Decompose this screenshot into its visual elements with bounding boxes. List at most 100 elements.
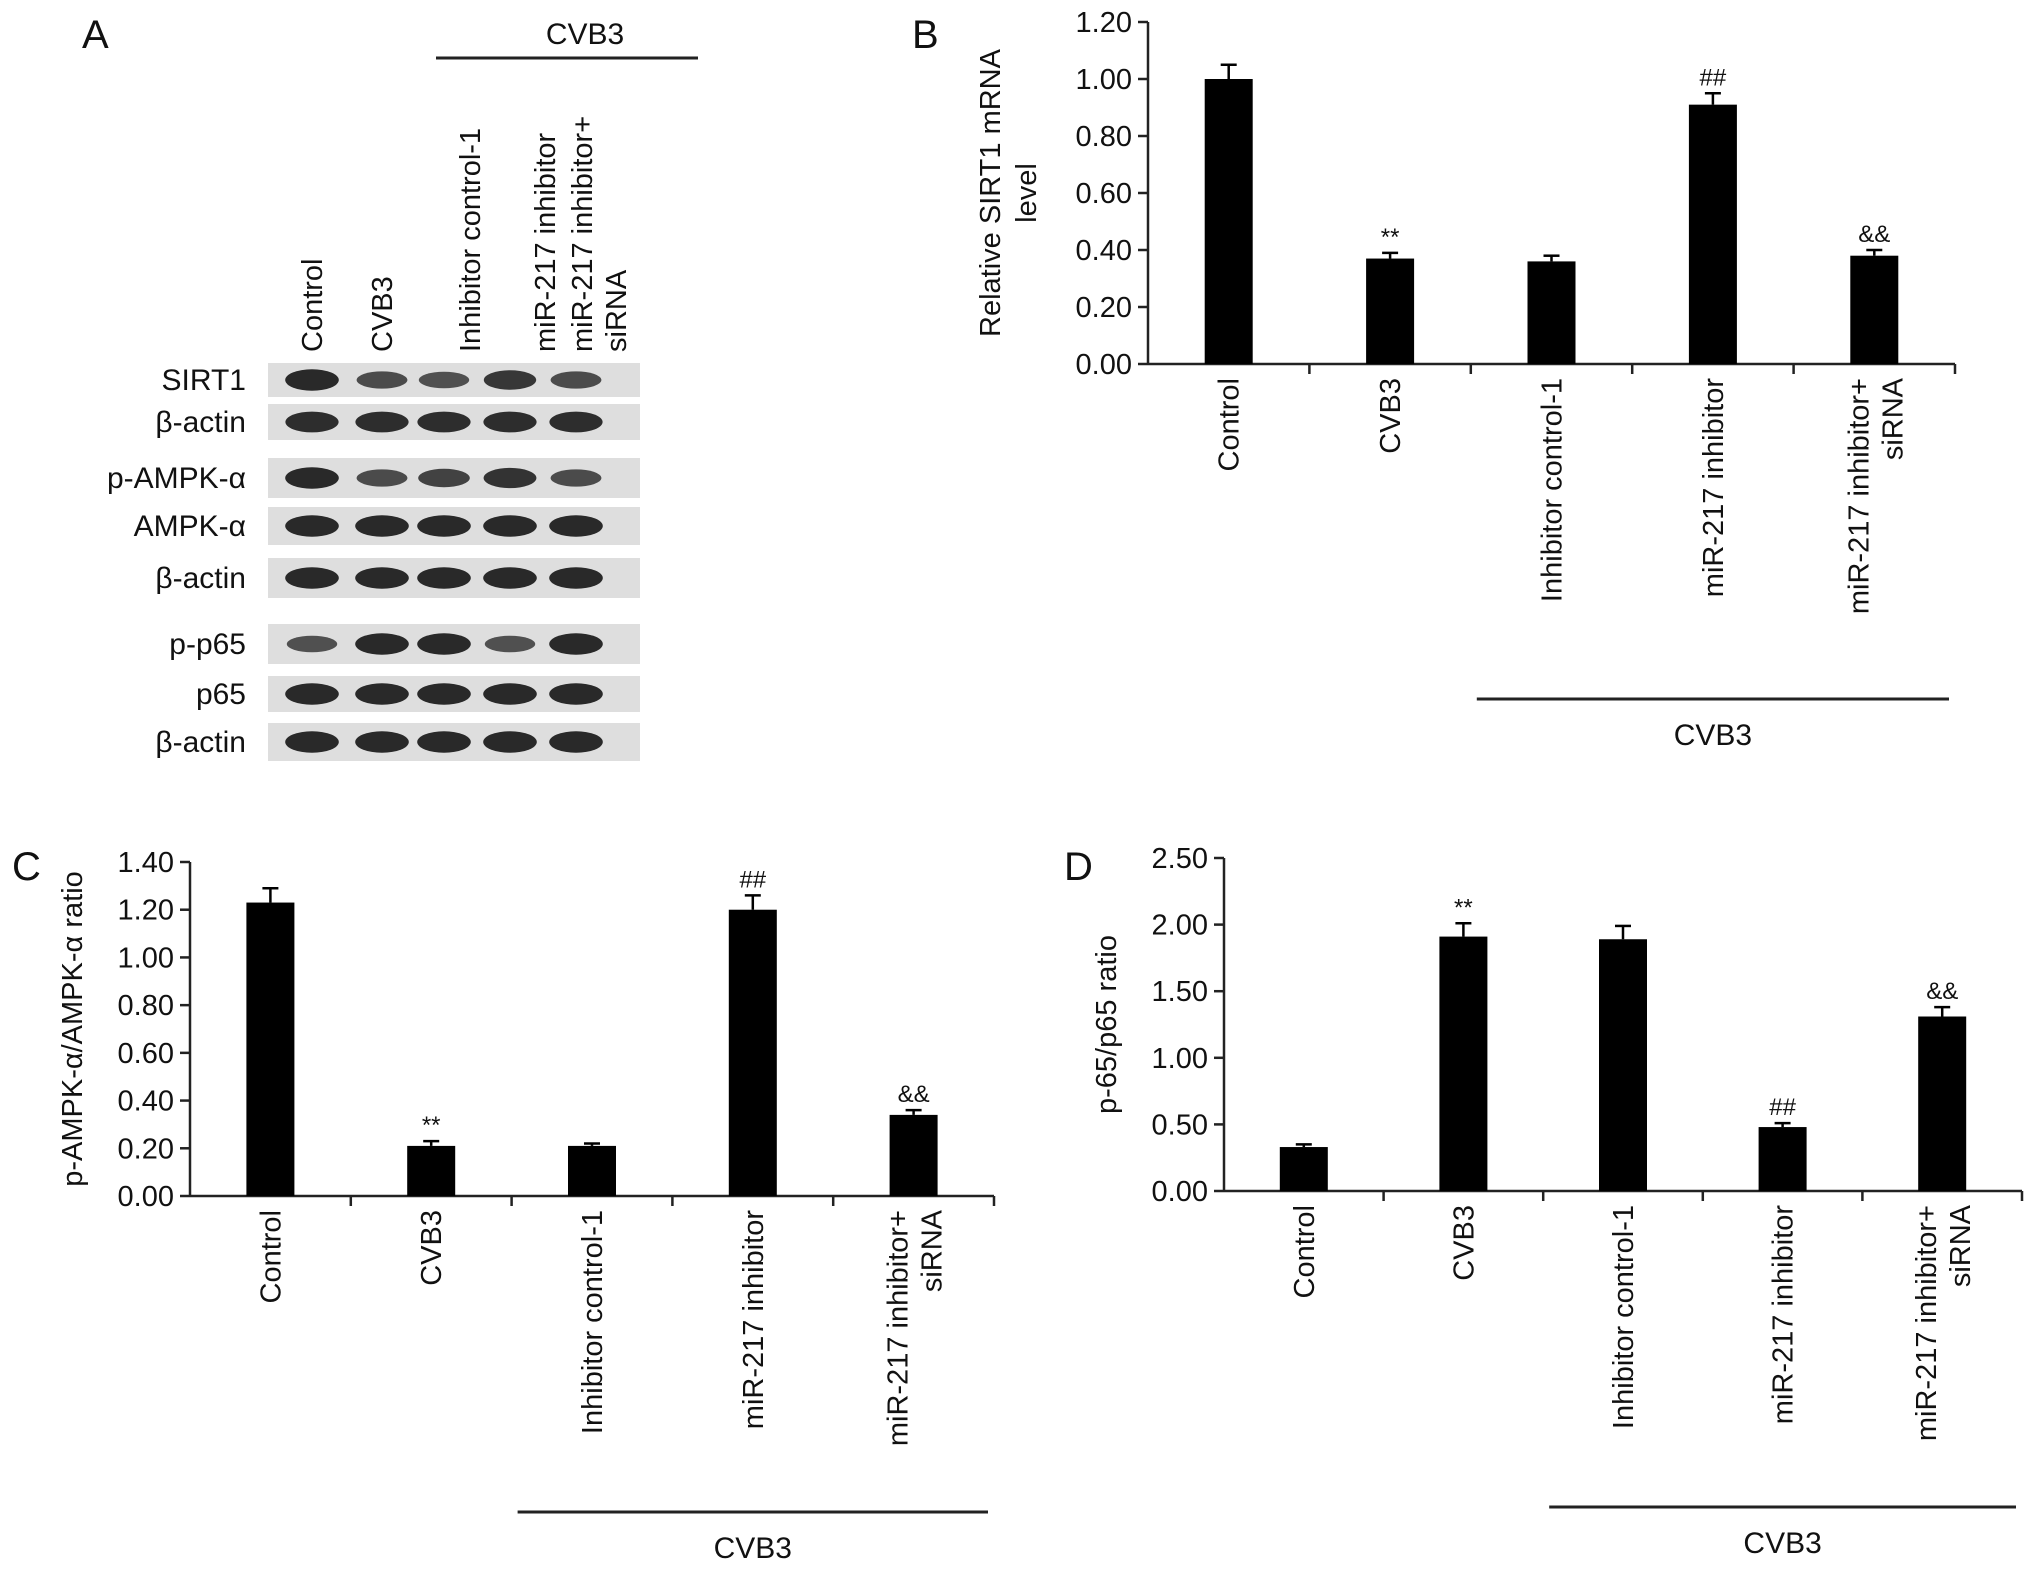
blot-lane-label: CVB3	[367, 276, 399, 352]
blot-band	[549, 731, 603, 753]
significance-marker: **	[1381, 224, 1400, 251]
significance-marker: **	[1454, 894, 1473, 921]
x-tick-label: Inhibitor control-1	[1608, 1205, 1640, 1429]
x-tick-label-line: CVB3	[1448, 1205, 1480, 1281]
blot-band	[484, 635, 536, 653]
x-tick-label: CVB3	[416, 1210, 448, 1286]
y-axis-title: p-65/p65 ratio	[1091, 935, 1123, 1114]
x-tick-label: Control	[255, 1210, 287, 1304]
blot-row-label: β-actin	[155, 726, 246, 759]
y-tick-label: 1.20	[118, 895, 174, 927]
y-tick-label: 1.00	[1152, 1043, 1208, 1075]
significance-marker: &&	[1926, 978, 1958, 1005]
blot-band	[418, 468, 470, 488]
x-tick-label-line: miR-217 inhibitor	[738, 1210, 770, 1430]
bar	[1366, 258, 1415, 364]
blot-band	[355, 731, 409, 753]
panel-letter-b: B	[912, 13, 939, 57]
y-tick-label: 0.50	[1152, 1109, 1208, 1141]
blot-lane-label-line: miR-217 inhibitor+	[567, 116, 599, 352]
bar	[1688, 104, 1737, 365]
blot-band	[355, 567, 409, 589]
x-tick-label-line: CVB3	[1375, 378, 1407, 454]
y-tick-label: 1.00	[1076, 64, 1132, 96]
blot-lane-label-line: siRNA	[601, 269, 633, 352]
bar	[1527, 261, 1576, 364]
x-tick-label: CVB3	[1375, 378, 1407, 454]
blot-band	[549, 515, 603, 537]
blot-band	[417, 683, 471, 705]
blot-band	[483, 411, 537, 433]
blot-band	[417, 731, 471, 753]
x-tick-label-line: Control	[1289, 1205, 1321, 1299]
x-tick-label-line: Control	[1214, 378, 1246, 472]
chart-panel-d: 0.00 0.50 1.00 1.50 2.00 2.50 p-65/p65 ratio Co…	[1091, 843, 2024, 1560]
y-tick-label: 1.00	[118, 942, 174, 974]
panel-letter-d: D	[1064, 845, 1093, 889]
blot-band	[356, 371, 408, 389]
y-tick-label: 0.00	[1152, 1176, 1208, 1208]
blot-row-label: β-actin	[155, 406, 246, 439]
x-tick-label-line: siRNA	[1945, 1204, 1977, 1287]
x-tick-label-line: miR-217 inhibitor+	[1911, 1205, 1943, 1441]
blot-band	[483, 515, 537, 537]
bar	[1439, 936, 1488, 1191]
x-tick-label-line: siRNA	[1877, 377, 1909, 460]
x-tick-label-line: siRNA	[917, 1209, 949, 1292]
blot-band	[483, 467, 537, 489]
blot-band	[483, 731, 537, 753]
y-tick-label: 2.00	[1152, 910, 1208, 942]
significance-marker: ##	[1700, 64, 1727, 91]
y-tick-label: 0.80	[118, 990, 174, 1022]
x-tick-label-line: Inhibitor control-1	[577, 1210, 609, 1434]
blot-band	[417, 411, 471, 433]
blot-band	[285, 683, 339, 705]
significance-marker: &&	[1858, 221, 1890, 248]
blot-lane-label: Control	[297, 259, 329, 353]
y-axis-title: Relative SIRT1 mRNA level	[975, 48, 1043, 337]
blot-row-label: β-actin	[155, 562, 246, 595]
x-tick-label-line: Inhibitor control-1	[1608, 1205, 1640, 1429]
y-tick-label: 0.60	[1076, 178, 1132, 210]
blot-band	[550, 371, 602, 389]
x-tick-label: Inhibitor control-1	[1537, 378, 1569, 602]
panel-letter-c: C	[12, 845, 41, 889]
blot-band	[550, 469, 602, 487]
y-tick-label: 1.50	[1152, 976, 1208, 1008]
blot-band	[286, 635, 338, 653]
western-blot-panel: CVB3 Control CVB3 Inhibitor control-1 miR-21…	[107, 18, 698, 761]
blot-band	[285, 369, 339, 391]
blot-band	[417, 567, 471, 589]
blot-band	[549, 567, 603, 589]
blot-lane-label: miR-217 inhibitor+siRNA	[567, 116, 633, 352]
bar	[1850, 255, 1899, 364]
bar	[728, 909, 777, 1196]
x-tick-label-line: miR-217 inhibitor+	[1843, 378, 1875, 614]
x-tick-label: Control	[1214, 378, 1246, 472]
y-axis-title-line: level	[1011, 163, 1043, 223]
blot-band	[285, 515, 339, 537]
bar	[1204, 79, 1253, 364]
y-tick-label: 0.40	[118, 1086, 174, 1118]
y-tick-label: 1.20	[1076, 7, 1132, 39]
blot-band	[549, 411, 603, 433]
bar	[568, 1145, 616, 1196]
y-axis-title: p-AMPK-α/AMPK-α ratio	[57, 871, 89, 1187]
blot-row-label: SIRT1	[162, 364, 246, 397]
bar	[407, 1145, 456, 1196]
blot-row-label: p65	[196, 678, 246, 711]
blot-band	[355, 515, 409, 537]
y-tick-label: 0.60	[118, 1038, 174, 1070]
chart-panel-c: 0.00 0.20 0.40 0.60 0.80 1.00 1.20 1.40 p-AMPK-α…	[57, 847, 996, 1565]
y-tick-label: 0.20	[1076, 292, 1132, 324]
blot-row-label: p-AMPK-α	[107, 462, 246, 495]
blot-band	[355, 683, 409, 705]
x-tick-label: miR-217 inhibitor+siRNA	[883, 1209, 949, 1446]
x-tick-label: Inhibitor control-1	[577, 1210, 609, 1434]
blot-band	[355, 411, 409, 433]
significance-marker: ##	[739, 866, 766, 893]
y-tick-label: 0.80	[1076, 121, 1132, 153]
bar	[889, 1114, 938, 1196]
blot-lane-label: Inhibitor control-1	[455, 128, 487, 352]
group-label: CVB3	[714, 1532, 792, 1565]
